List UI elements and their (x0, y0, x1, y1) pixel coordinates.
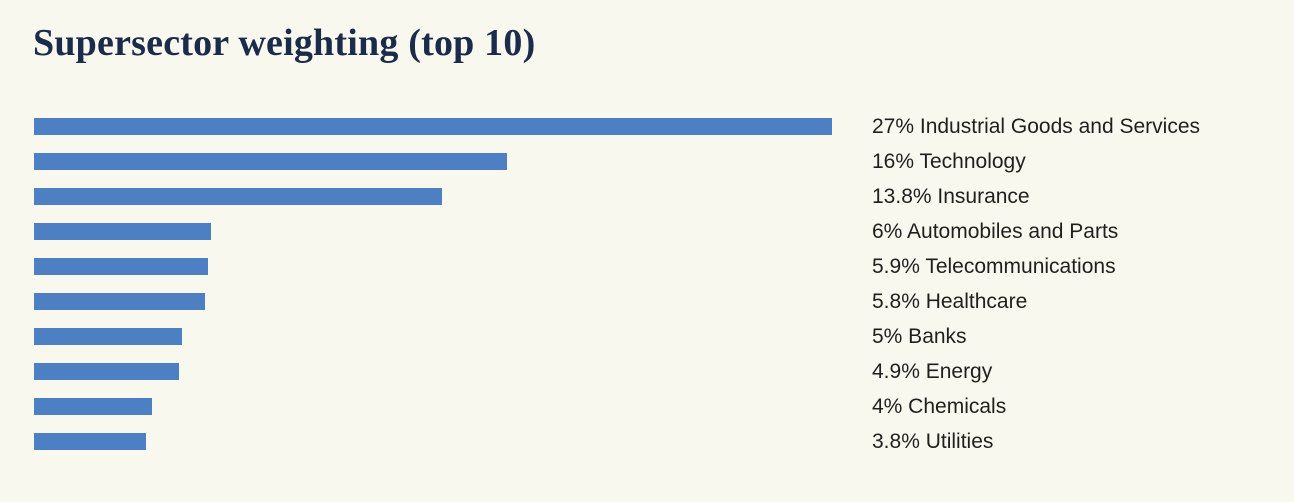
bar-chart: 27% Industrial Goods and Services 16% Tec… (34, 109, 1274, 459)
chart-row: 5% Banks (34, 319, 1274, 354)
bar-label: 5.9% Telecommunications (872, 254, 1116, 278)
bar (34, 293, 205, 310)
bar-label: 3.8% Utilities (872, 429, 994, 453)
chart-row: 4.9% Energy (34, 354, 1274, 389)
bar-label: 5% Banks (872, 324, 967, 348)
bar-label: 16% Technology (872, 149, 1026, 173)
bar-label: 6% Automobiles and Parts (872, 219, 1119, 243)
bar (34, 188, 442, 205)
bar (34, 118, 832, 135)
chart-row: 4% Chemicals (34, 389, 1274, 424)
bar (34, 398, 152, 415)
chart-row: 5.8% Healthcare (34, 284, 1274, 319)
bar-label: 4.9% Energy (872, 359, 993, 383)
chart-title: Supersector weighting (top 10) (33, 22, 536, 64)
bar (34, 363, 179, 380)
bar (34, 223, 211, 240)
bar-label: 13.8% Insurance (872, 184, 1030, 208)
chart-row: 16% Technology (34, 144, 1274, 179)
chart-row: 27% Industrial Goods and Services (34, 109, 1274, 144)
bar (34, 258, 208, 275)
bar (34, 153, 507, 170)
chart-row: 6% Automobiles and Parts (34, 214, 1274, 249)
bar (34, 328, 182, 345)
chart-row: 13.8% Insurance (34, 179, 1274, 214)
chart-row: 5.9% Telecommunications (34, 249, 1274, 284)
bar-label: 27% Industrial Goods and Services (872, 114, 1201, 138)
bar-label: 5.8% Healthcare (872, 289, 1028, 313)
bar (34, 433, 146, 450)
bar-label: 4% Chemicals (872, 394, 1007, 418)
chart-row: 3.8% Utilities (34, 424, 1274, 459)
